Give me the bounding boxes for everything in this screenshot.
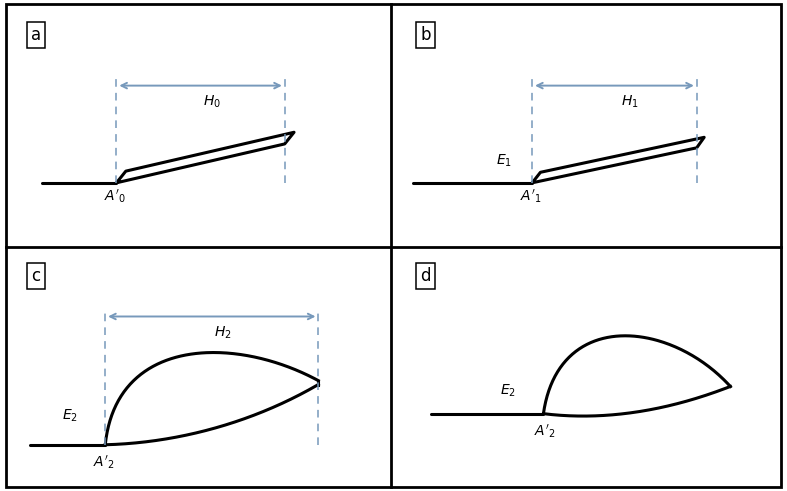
Text: b: b xyxy=(420,26,431,44)
Text: $E_1$: $E_1$ xyxy=(496,152,512,169)
Text: $A'_0$: $A'_0$ xyxy=(104,188,126,205)
Text: $A'_2$: $A'_2$ xyxy=(534,422,556,440)
Text: $A'_2$: $A'_2$ xyxy=(93,454,114,471)
Text: $A'_1$: $A'_1$ xyxy=(519,188,541,205)
Text: a: a xyxy=(31,26,41,44)
Text: $E_2$: $E_2$ xyxy=(61,408,78,424)
Text: $H_2$: $H_2$ xyxy=(214,325,232,341)
Text: $H_0$: $H_0$ xyxy=(203,94,221,110)
Text: $E_2$: $E_2$ xyxy=(500,382,516,399)
Text: d: d xyxy=(420,267,431,285)
Text: c: c xyxy=(31,267,41,285)
Text: $H_1$: $H_1$ xyxy=(621,94,638,110)
